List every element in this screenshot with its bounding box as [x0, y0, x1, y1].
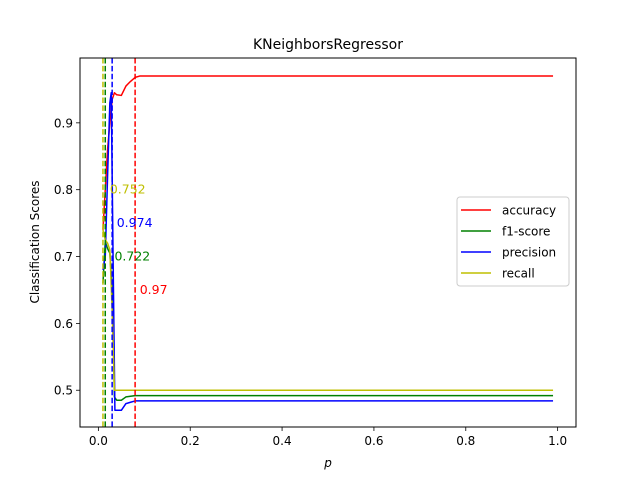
- legend-label-accuracy: accuracy: [502, 204, 556, 218]
- x-axis-label: p: [323, 456, 332, 470]
- plot-frame: [79, 57, 577, 428]
- legend-box: [456, 196, 570, 287]
- annotation-label: 0.974: [117, 215, 153, 230]
- x-tick-label: 0.2: [181, 434, 200, 448]
- legend-label-precision: precision: [502, 246, 556, 260]
- x-tick-label: 0.8: [456, 434, 475, 448]
- y-tick-label: 0.8: [54, 183, 73, 197]
- chart-title: KNeighborsRegressor: [253, 37, 403, 53]
- annotation-label: 0.752: [110, 182, 146, 197]
- y-tick-label: 0.7: [54, 250, 73, 264]
- y-axis-label: Classification Scores: [28, 180, 42, 303]
- legend-label-f1-score: f1-score: [502, 225, 550, 239]
- annotation-label: 0.722: [114, 249, 150, 264]
- value-annotations: 0.97 0.722 0.974 0.752: [110, 182, 168, 297]
- series-line-precision: [102, 92, 554, 412]
- x-tick-label: 0.6: [364, 434, 383, 448]
- x-tick-label: 0.4: [273, 434, 292, 448]
- legend: accuracy f1-score precision recall: [456, 196, 570, 287]
- x-axis-ticks: 0.0 0.2 0.4 0.6 0.8 1.0: [89, 427, 567, 448]
- y-tick-label: 0.6: [54, 317, 73, 331]
- x-tick-label: 0.0: [89, 434, 108, 448]
- annotation-label: 0.97: [140, 282, 168, 297]
- x-tick-label: 1.0: [548, 434, 567, 448]
- y-tick-label: 0.5: [54, 384, 73, 398]
- y-axis-ticks: 0.5 0.6 0.7 0.8 0.9: [54, 116, 80, 398]
- legend-label-recall: recall: [502, 267, 535, 281]
- series-line-f1-score: [102, 241, 554, 402]
- vertical-marker-lines: [102, 58, 136, 427]
- y-tick-label: 0.9: [54, 116, 73, 130]
